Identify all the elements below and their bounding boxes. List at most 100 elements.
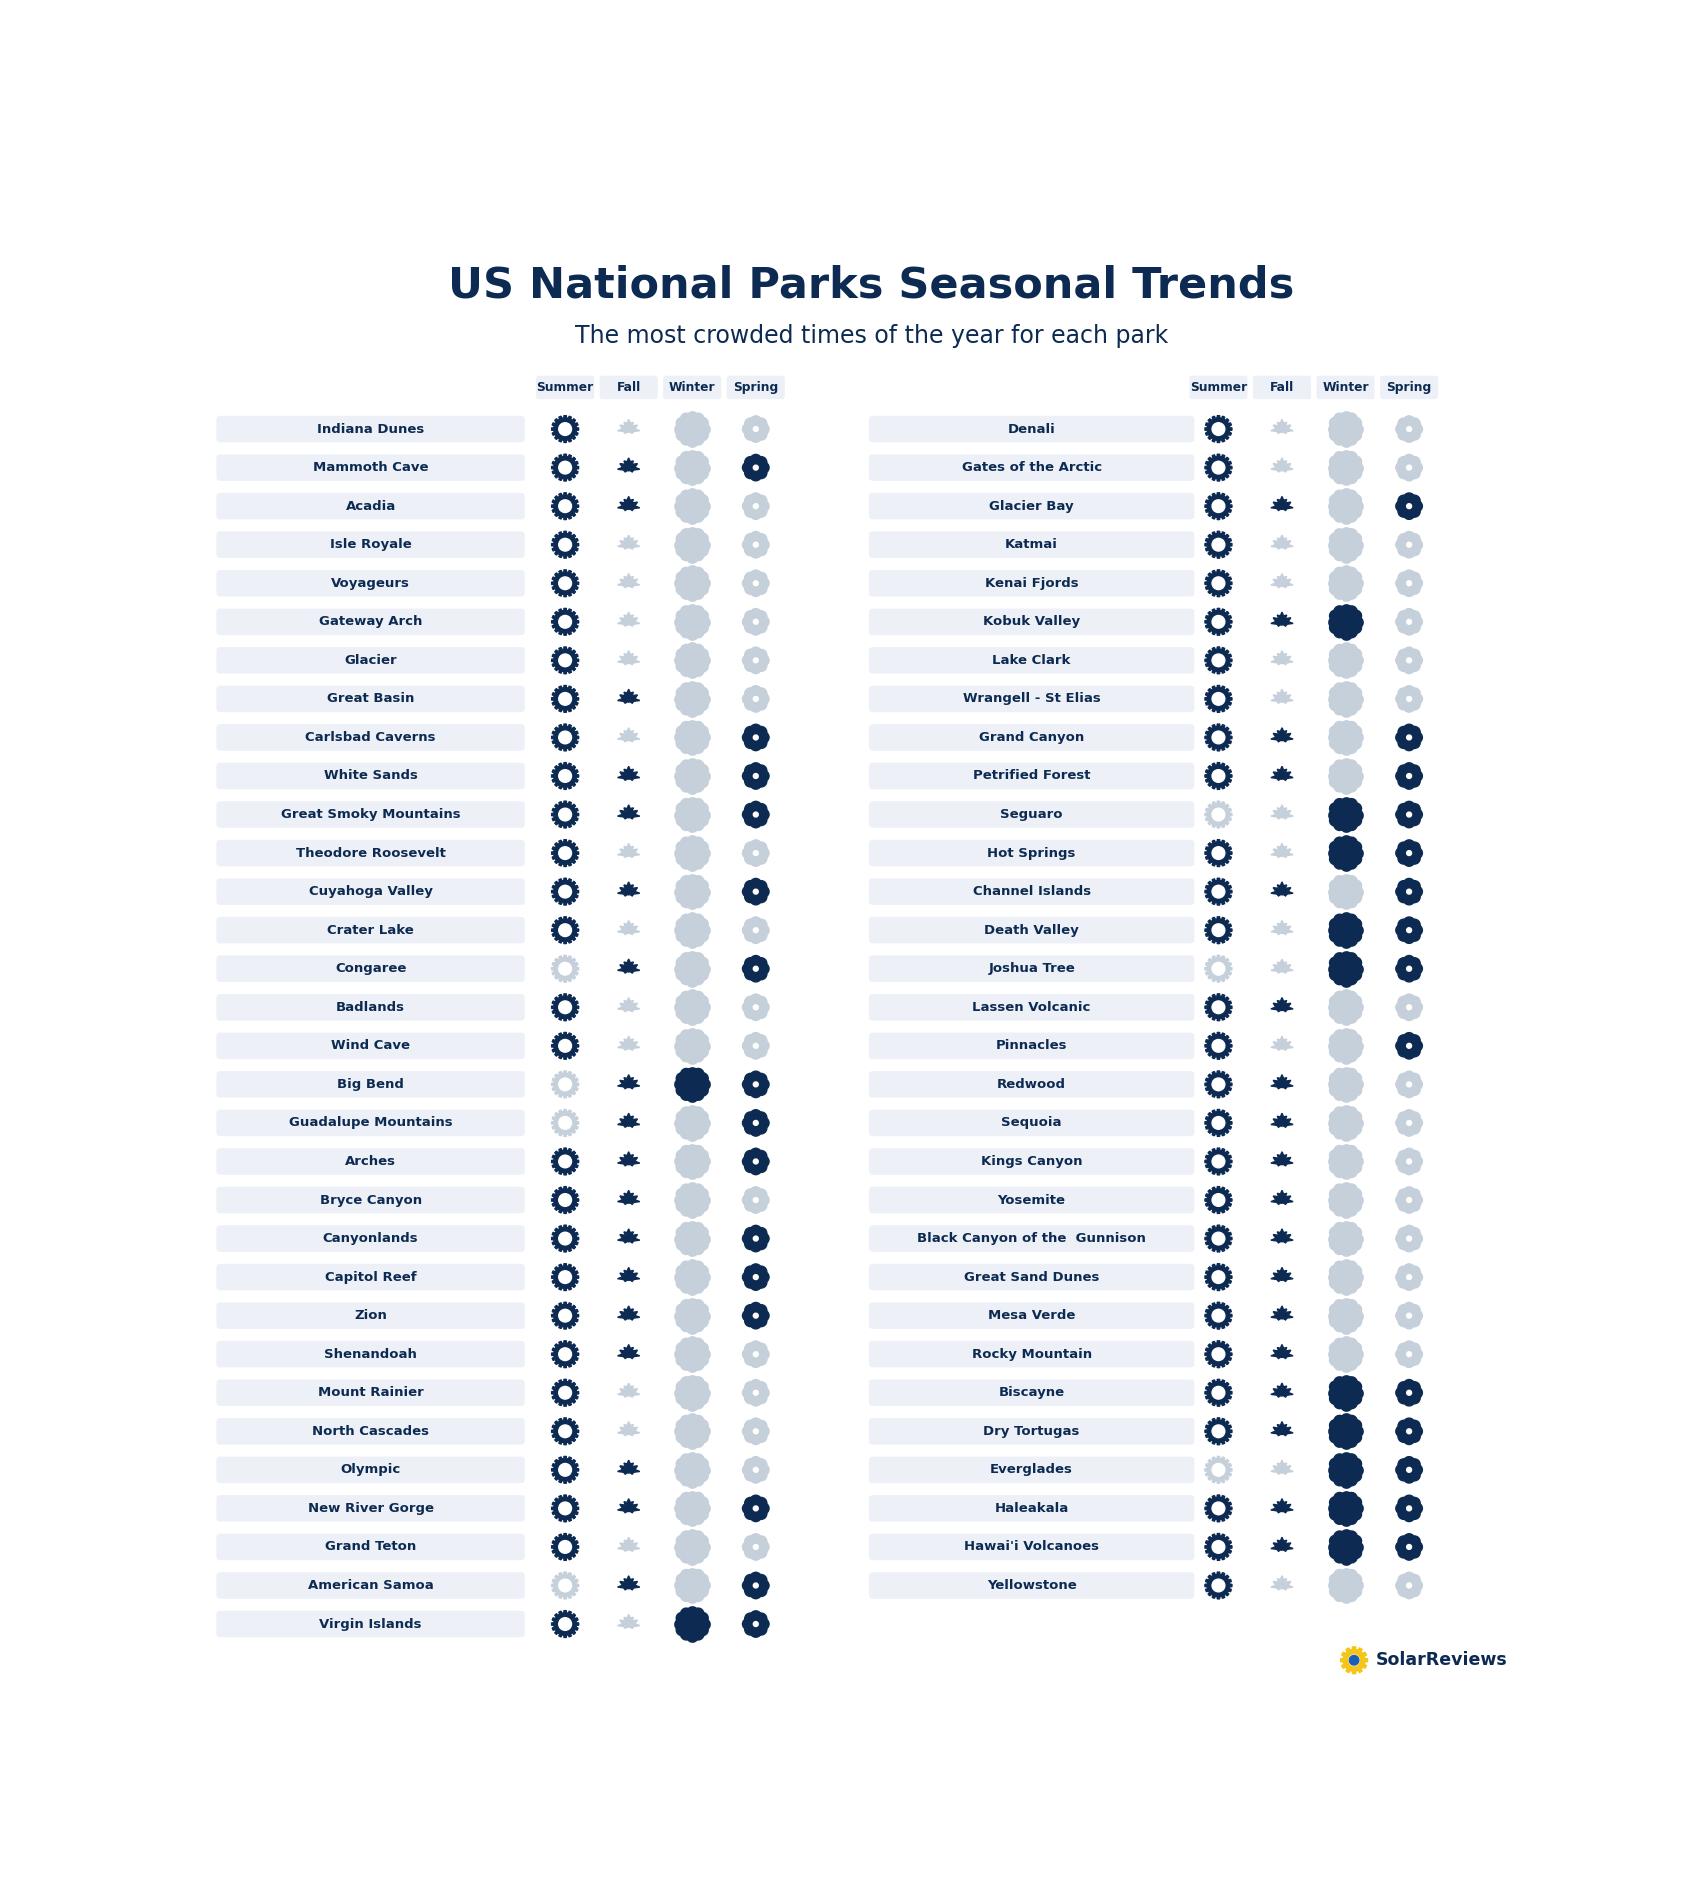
Circle shape	[751, 1619, 760, 1629]
Circle shape	[750, 879, 762, 890]
Circle shape	[755, 688, 767, 699]
Circle shape	[1212, 653, 1224, 667]
Polygon shape	[1205, 1419, 1232, 1445]
Circle shape	[1406, 657, 1411, 663]
FancyBboxPatch shape	[216, 608, 525, 634]
Polygon shape	[1272, 1498, 1294, 1513]
Circle shape	[755, 1623, 767, 1635]
FancyBboxPatch shape	[216, 1072, 525, 1099]
Circle shape	[1409, 1314, 1420, 1326]
Text: Cuyahoga Valley: Cuyahoga Valley	[309, 884, 432, 898]
FancyBboxPatch shape	[216, 1032, 525, 1059]
Circle shape	[758, 578, 768, 589]
Circle shape	[1404, 508, 1414, 519]
Circle shape	[755, 777, 767, 788]
Circle shape	[1409, 727, 1420, 739]
FancyBboxPatch shape	[869, 417, 1195, 443]
Text: Sequoia: Sequoia	[1001, 1116, 1062, 1129]
Polygon shape	[551, 1610, 578, 1638]
Circle shape	[753, 657, 758, 663]
Circle shape	[559, 809, 571, 820]
Circle shape	[1406, 1428, 1411, 1434]
Text: Canyonlands: Canyonlands	[323, 1233, 418, 1244]
Circle shape	[1212, 578, 1224, 589]
Circle shape	[1212, 1193, 1224, 1206]
FancyBboxPatch shape	[869, 570, 1195, 597]
Circle shape	[1409, 544, 1420, 555]
Circle shape	[753, 966, 758, 972]
Circle shape	[1409, 958, 1420, 970]
Circle shape	[1411, 1426, 1423, 1438]
Circle shape	[751, 849, 760, 858]
FancyBboxPatch shape	[216, 1303, 525, 1330]
Circle shape	[1212, 1502, 1224, 1515]
Circle shape	[755, 468, 767, 479]
Circle shape	[1404, 1379, 1414, 1390]
Circle shape	[1404, 733, 1413, 742]
Circle shape	[751, 964, 760, 974]
Polygon shape	[1205, 724, 1232, 750]
Circle shape	[758, 1040, 768, 1051]
Circle shape	[750, 1125, 762, 1136]
Polygon shape	[551, 1148, 578, 1174]
Circle shape	[753, 1583, 758, 1587]
Polygon shape	[1205, 1572, 1232, 1599]
Circle shape	[1404, 1163, 1414, 1174]
Circle shape	[1404, 455, 1414, 466]
Polygon shape	[551, 763, 578, 790]
Text: Kobuk Valley: Kobuk Valley	[983, 616, 1080, 629]
Circle shape	[1212, 1155, 1224, 1169]
Circle shape	[1212, 462, 1224, 474]
Circle shape	[743, 1464, 753, 1475]
Circle shape	[1404, 1587, 1414, 1599]
Polygon shape	[1272, 1036, 1294, 1049]
Circle shape	[745, 996, 756, 1008]
Circle shape	[758, 540, 768, 551]
Circle shape	[1404, 492, 1414, 504]
Circle shape	[1350, 1655, 1358, 1665]
Polygon shape	[551, 455, 578, 481]
Circle shape	[1397, 468, 1409, 479]
Circle shape	[1404, 1195, 1413, 1205]
Circle shape	[758, 1464, 768, 1475]
Circle shape	[1397, 968, 1409, 979]
Circle shape	[745, 650, 756, 661]
Polygon shape	[1205, 1225, 1232, 1252]
Text: Fall: Fall	[1270, 381, 1294, 394]
Circle shape	[758, 1386, 768, 1398]
FancyBboxPatch shape	[869, 994, 1195, 1021]
Circle shape	[1212, 924, 1224, 936]
Circle shape	[1411, 886, 1423, 898]
Circle shape	[745, 1074, 756, 1085]
Circle shape	[758, 962, 768, 974]
Polygon shape	[1205, 994, 1232, 1021]
Circle shape	[1397, 777, 1409, 788]
Circle shape	[1397, 610, 1409, 621]
Circle shape	[1409, 1547, 1420, 1559]
Text: Virgin Islands: Virgin Islands	[320, 1617, 422, 1631]
Circle shape	[743, 809, 753, 820]
Circle shape	[1212, 847, 1224, 860]
Polygon shape	[1272, 652, 1294, 665]
Polygon shape	[1272, 1229, 1294, 1242]
Circle shape	[1409, 1083, 1420, 1095]
Circle shape	[745, 1083, 756, 1095]
Polygon shape	[1205, 1070, 1232, 1099]
Text: Isle Royale: Isle Royale	[330, 538, 411, 551]
Polygon shape	[1272, 767, 1294, 780]
Circle shape	[1411, 1349, 1423, 1360]
Circle shape	[1396, 1542, 1408, 1553]
Circle shape	[755, 852, 767, 864]
FancyBboxPatch shape	[869, 1494, 1195, 1521]
Circle shape	[755, 1458, 767, 1470]
Circle shape	[1404, 1235, 1413, 1242]
Circle shape	[559, 422, 571, 436]
Circle shape	[758, 462, 768, 474]
Circle shape	[750, 1318, 762, 1330]
Circle shape	[745, 659, 756, 670]
Circle shape	[1396, 847, 1408, 858]
Circle shape	[758, 655, 768, 667]
Polygon shape	[617, 1074, 639, 1089]
Circle shape	[753, 1621, 758, 1627]
Circle shape	[753, 466, 758, 470]
